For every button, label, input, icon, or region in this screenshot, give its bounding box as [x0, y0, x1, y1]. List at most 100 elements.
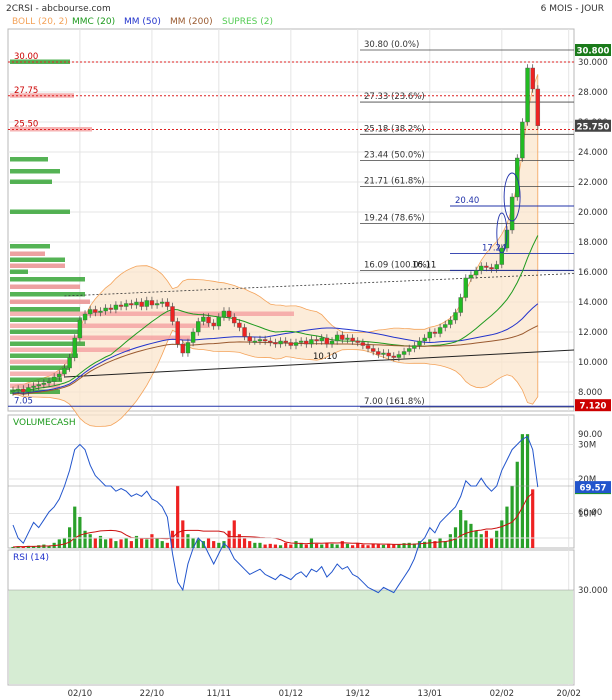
- volume-bar: [428, 539, 432, 548]
- volume-bar: [387, 543, 391, 548]
- volume-bar: [222, 541, 226, 548]
- x-tick-label: 02/02: [490, 689, 515, 699]
- x-tick-label: 01/12: [279, 689, 304, 699]
- candle-body: [288, 342, 294, 346]
- candle-body: [87, 309, 93, 315]
- rsi-tick-label: 60.00: [578, 508, 602, 518]
- volume-at-price-bar: [10, 292, 85, 297]
- candle-body: [77, 319, 83, 339]
- volume-bar: [335, 544, 339, 548]
- max-price-tag-box: [575, 44, 611, 56]
- candle-body: [226, 310, 232, 318]
- candle-body: [232, 316, 237, 324]
- volume-at-price-bar: [10, 335, 190, 340]
- volume-bar: [371, 543, 375, 548]
- volume-at-price-bar: [10, 317, 82, 322]
- price-tick-label: 18.000: [578, 238, 608, 248]
- candle-body: [221, 310, 227, 318]
- x-tick-label: 22/10: [140, 689, 165, 699]
- candle-body: [427, 331, 432, 339]
- candle-body: [123, 303, 129, 307]
- candle-body: [21, 388, 26, 393]
- volume-bar: [145, 539, 149, 548]
- fibonacci-label: 25.18 (38.2%): [364, 124, 425, 134]
- candle-body: [396, 354, 402, 358]
- candle-body: [443, 324, 448, 328]
- volume-at-price-bar: [10, 277, 85, 282]
- fibonacci-label: 30.80 (0.0%): [364, 40, 419, 50]
- volume-bar: [258, 542, 262, 548]
- candle-body: [185, 342, 191, 354]
- candle-body: [134, 301, 139, 306]
- trend-line-support: [64, 349, 575, 378]
- x-tick-label: 02/10: [68, 689, 93, 699]
- volume-bar: [134, 535, 139, 548]
- rsi-last-value: 69.57: [580, 484, 607, 494]
- volume-bar: [459, 510, 463, 548]
- volume-bar: [299, 542, 303, 548]
- candle-body: [51, 376, 57, 382]
- volume-bar: [93, 537, 97, 548]
- candle-body: [530, 67, 535, 90]
- volume-bar: [489, 537, 494, 548]
- candle-body: [304, 340, 309, 345]
- candle-body: [180, 343, 186, 354]
- volume-bar: [181, 520, 185, 548]
- volume-at-price-bar: [10, 127, 92, 132]
- volume-tick-label: 10M: [578, 510, 596, 520]
- volume-bar: [155, 537, 159, 548]
- rsi-line: [12, 435, 539, 594]
- x-tick-label: 19/12: [345, 689, 370, 699]
- volume-at-price-bar: [10, 299, 90, 304]
- volume-bar: [196, 539, 200, 548]
- volume-bar: [510, 485, 514, 548]
- volume-bar: [340, 541, 344, 548]
- candle-body: [484, 265, 489, 268]
- volume-bar: [150, 534, 154, 548]
- volume-bar: [248, 541, 252, 548]
- volume-at-price-bar: [10, 359, 70, 364]
- volume-bar: [520, 434, 524, 548]
- volume-at-price-bar: [10, 377, 62, 382]
- volume-at-price-bar: [10, 157, 48, 162]
- candle-body: [93, 309, 98, 313]
- volume-at-price-bar: [10, 323, 210, 328]
- volume-at-price-bar: [10, 347, 130, 352]
- volume-bar: [227, 530, 231, 548]
- candle-body: [494, 264, 499, 270]
- candle-body: [463, 277, 468, 298]
- candle-body: [509, 196, 515, 231]
- candle-body: [41, 382, 47, 385]
- volume-bar: [201, 541, 205, 548]
- volume-bar: [104, 539, 108, 548]
- volume-bar: [21, 546, 25, 548]
- volume-at-price-bar: [10, 371, 65, 376]
- volume-bar: [304, 544, 308, 548]
- price-tick-label: 16.000: [578, 268, 608, 278]
- chart-source-title: 2CRSI - abcbourse.com: [6, 4, 111, 14]
- candle-body: [329, 340, 335, 345]
- trend-line-resistance: [64, 273, 575, 297]
- volume-bar: [263, 544, 267, 548]
- candle-body: [211, 322, 216, 327]
- x-tick-label: 20/02: [556, 689, 581, 699]
- candle-body: [268, 340, 273, 343]
- volume-bar: [278, 545, 283, 548]
- min-price-tag-box: [575, 399, 611, 412]
- rsi-last-box: [575, 481, 611, 494]
- price-tick-label: 24.000: [578, 148, 608, 158]
- fibonacci-label: 21.71 (61.8%): [364, 176, 425, 186]
- volume-at-price-bar: [10, 383, 60, 388]
- candle-body: [15, 388, 21, 391]
- candle-body: [72, 337, 77, 358]
- candle-body: [118, 304, 124, 307]
- candle-body: [412, 345, 417, 349]
- volume-bar: [351, 545, 355, 548]
- candle-body: [355, 340, 360, 343]
- price-tick-label: 14.000: [578, 298, 608, 308]
- candle-body: [381, 352, 386, 355]
- volume-tick-label: 30M: [578, 441, 596, 451]
- price-tick-label: 20.000: [578, 208, 608, 218]
- volume-bar: [469, 523, 473, 548]
